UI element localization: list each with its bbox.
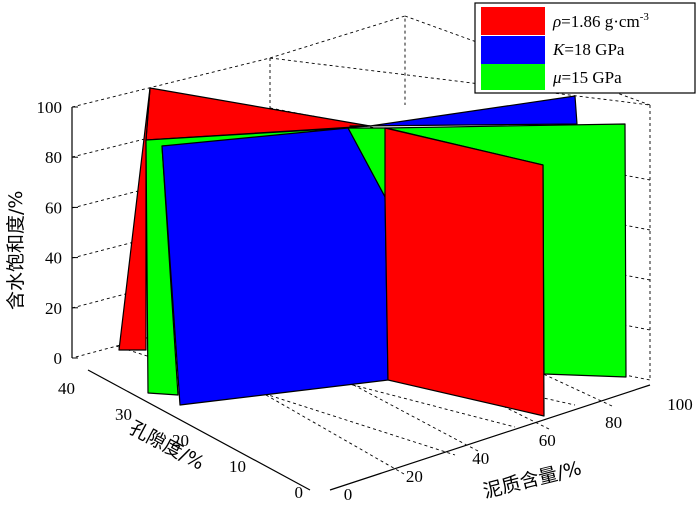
grid-floor-x40 (249, 329, 479, 452)
y-tick-label: 0 (295, 483, 304, 502)
grid-top-back-edge (71, 57, 651, 108)
legend-swatch-k (481, 36, 545, 64)
y-tick-label: 30 (115, 405, 132, 424)
legend-swatch-rho (481, 7, 545, 35)
z-tick-label: 20 (45, 299, 62, 318)
x-axis-ticks: 0 20 40 60 80 100 (344, 395, 693, 504)
x-tick-label: 20 (406, 467, 423, 486)
axes (71, 107, 651, 491)
x-tick-label: 100 (667, 395, 693, 414)
x-axis-title: 泥质含量/% (481, 457, 584, 503)
y-tick-label: 40 (58, 379, 75, 398)
z-tick-label: 80 (45, 148, 62, 167)
y-tick-label: 10 (229, 457, 246, 476)
x-tick-label: 80 (605, 413, 622, 432)
z-axis-ticks: 0 20 40 60 80 100 (37, 98, 78, 368)
y-axis-title: 孔隙度/% (126, 417, 208, 475)
legend-label-rho: ρ=1.86 g·cm-3 (552, 11, 649, 31)
legend: ρ=1.86 g·cm-3 K=18 GPa μ=15 GPa (474, 2, 696, 94)
legend-label-k: K=18 GPa (552, 40, 625, 59)
z-tick-label: 60 (45, 198, 62, 217)
legend-label-mu: μ=15 GPa (552, 68, 622, 87)
z-tick-label: 0 (54, 349, 63, 368)
x-tick-label: 60 (539, 431, 556, 450)
x-axis-line (329, 384, 651, 491)
z-tick-label: 40 (45, 249, 62, 268)
y-tick-label: 20 (172, 431, 189, 450)
surfaces (118, 87, 627, 417)
grid-top-depth (269, 15, 406, 105)
grid-floor-x80 (409, 311, 613, 407)
series-k-surface-front (161, 127, 389, 406)
z-tick-label: 100 (37, 98, 63, 117)
x-tick-label: 0 (344, 485, 353, 504)
series-k-surface-back (349, 95, 578, 127)
series-rho-surface-front (384, 127, 545, 417)
x-tick-label: 40 (472, 449, 489, 468)
z-axis-title: 含水饱和度/% (5, 191, 27, 310)
legend-swatch-mu (481, 64, 545, 90)
y-axis-ticks: 0 10 20 30 40 (58, 379, 303, 502)
grid-floor-y10 (115, 345, 456, 456)
series-rho-surface-left (118, 87, 151, 351)
y-axis-line (87, 369, 311, 491)
